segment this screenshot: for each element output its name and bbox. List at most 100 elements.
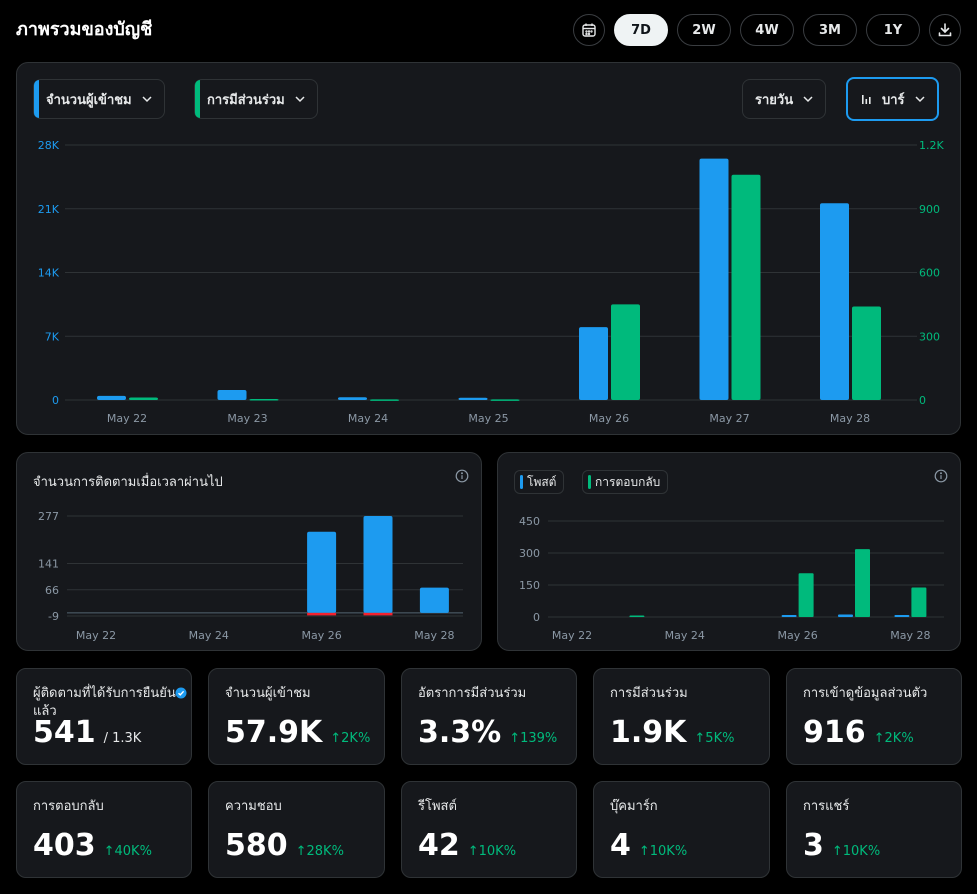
stat-label: การเข้าดูข้อมูลส่วนตัว xyxy=(803,686,928,701)
y-tick-left: 0 xyxy=(52,394,59,407)
y-tick-right: 300 xyxy=(919,330,940,343)
posts-chip[interactable]: โพสต์ xyxy=(514,470,565,494)
stat-value: 3.3% xyxy=(418,715,502,750)
y-tick-label: 300 xyxy=(519,547,540,560)
x-tick-label: May 22 xyxy=(552,629,592,642)
metric1-color-mark xyxy=(34,80,39,118)
y-tick-right: 0 xyxy=(919,394,926,407)
verified-followers-card[interactable]: ผู้ติดตามที่ได้รับการยืนยันแล้ว 541 / 1.… xyxy=(16,668,192,765)
y-tick-left: 21K xyxy=(38,203,60,216)
y-tick-left: 28K xyxy=(38,139,60,152)
metric2-color-mark xyxy=(195,80,200,118)
posts-bar xyxy=(781,615,797,617)
impressions-bar xyxy=(217,389,247,400)
followers-gained-bar xyxy=(363,516,393,613)
impressions-card[interactable]: จำนวนผู้เข้าชม 57.9K ↑2K% xyxy=(208,668,385,765)
engagement-rate-card[interactable]: อัตราการมีส่วนร่วม 3.3% ↑139% xyxy=(401,668,577,765)
engagements-bar xyxy=(731,174,761,400)
page-title: ภาพรวมของบัญชี xyxy=(16,19,153,40)
x-tick-label: May 28 xyxy=(414,629,454,642)
y-tick-left: 14K xyxy=(38,267,60,280)
range-2w-button[interactable]: 2W xyxy=(677,14,731,46)
stat-value: 4 xyxy=(610,828,631,863)
x-tick-label: May 26 xyxy=(589,412,629,425)
profile-visits-card[interactable]: การเข้าดูข้อมูลส่วนตัว 916 ↑2K% xyxy=(786,668,962,765)
info-icon[interactable] xyxy=(455,469,469,483)
stat-label: จำนวนผู้เข้าชม xyxy=(225,686,311,701)
stat-delta: ↑10K% xyxy=(467,844,517,859)
download-button[interactable] xyxy=(929,14,961,46)
posts-chip-label: โพสต์ xyxy=(527,474,557,489)
replies-bar xyxy=(798,573,814,617)
followers-over-time-panel: จำนวนการติดตามเมื่อเวลาผ่านไป -9 66 141 277… xyxy=(16,452,482,651)
y-tick-label: 141 xyxy=(38,558,59,571)
shares-card[interactable]: การแชร์ 3 ↑10K% xyxy=(786,781,962,878)
replies-chip[interactable]: การตอบกลับ xyxy=(582,470,669,494)
x-tick-label: May 22 xyxy=(107,412,147,425)
replies-bar xyxy=(855,549,870,617)
y-tick-label: 150 xyxy=(519,579,540,592)
impressions-bar xyxy=(458,397,488,400)
engagements-bar xyxy=(611,304,640,400)
range-3m-button[interactable]: 3M xyxy=(803,14,857,46)
x-tick-label: May 24 xyxy=(665,629,705,642)
posts-replies-panel: โพสต์ การตอบกลับ 0 150 300 450 May 22 May 24 M… xyxy=(497,452,961,651)
stat-total: / 1.3K xyxy=(103,731,142,746)
calendar-icon xyxy=(582,23,596,37)
posts-bar xyxy=(838,614,853,617)
interval-dropdown[interactable]: รายวัน xyxy=(742,79,827,119)
x-tick-label: May 28 xyxy=(830,412,870,425)
chart-type-dropdown[interactable]: บาร์ xyxy=(846,77,939,121)
followers-gained-bar xyxy=(419,587,449,613)
likes-card[interactable]: ความชอบ 580 ↑28K% xyxy=(208,781,385,878)
chevron-down-icon xyxy=(915,96,925,103)
y-tick-right: 600 xyxy=(919,267,940,280)
y-tick-right: 1.2K xyxy=(919,139,944,152)
followers-gained-bar xyxy=(307,531,337,613)
impressions-bar xyxy=(579,327,608,400)
stat-label: การแชร์ xyxy=(803,799,850,814)
main-bar-chart: 0 0 7K 300 14K 600 21K 900 28K 1.2K May 22 May 23 Ma… xyxy=(38,139,945,425)
engagements-card[interactable]: การมีส่วนร่วม 1.9K ↑5K% xyxy=(593,668,770,765)
main-chart-panel: จำนวนผู้เข้าชม การมีส่วนร่วม รายวัน บาร์… xyxy=(16,62,961,435)
x-tick-label: May 22 xyxy=(76,629,116,642)
y-tick-label: 277 xyxy=(38,510,59,523)
stat-delta: ↑10K% xyxy=(831,844,881,859)
calendar-button[interactable] xyxy=(573,14,605,46)
replies-card[interactable]: การตอบกลับ 403 ↑40K% xyxy=(16,781,192,878)
info-icon[interactable] xyxy=(934,469,948,483)
replies-bar xyxy=(911,587,927,617)
engagements-bar xyxy=(129,397,158,400)
chevron-down-icon xyxy=(803,96,813,103)
stat-delta: ↑2K% xyxy=(330,731,371,746)
range-4w-button[interactable]: 4W xyxy=(740,14,794,46)
posts-bar xyxy=(894,615,910,617)
stat-value: 580 xyxy=(225,828,288,863)
verified-badge-icon xyxy=(175,687,187,699)
followers-bar-chart: -9 66 141 277 May 22 May 24 May 26 May 28 xyxy=(38,510,463,642)
reposts-card[interactable]: รีโพสต์ 42 ↑10K% xyxy=(401,781,577,878)
x-tick-label: May 27 xyxy=(709,412,749,425)
stat-value: 57.9K xyxy=(225,715,323,750)
stat-value: 1.9K xyxy=(610,715,687,750)
impressions-bar xyxy=(97,395,126,400)
metric2-dropdown[interactable]: การมีส่วนร่วม xyxy=(194,79,318,119)
bookmarks-card[interactable]: บุ๊คมาร์ก 4 ↑10K% xyxy=(593,781,770,878)
x-tick-label: May 28 xyxy=(890,629,930,642)
stat-delta: ↑5K% xyxy=(694,731,735,746)
engagements-bar xyxy=(490,399,520,401)
replies-color-mark xyxy=(588,475,591,489)
y-tick-left: 7K xyxy=(45,330,60,343)
engagements-bar xyxy=(249,398,279,401)
range-1y-button[interactable]: 1Y xyxy=(866,14,920,46)
stat-delta: ↑10K% xyxy=(638,844,688,859)
engagements-bar xyxy=(852,306,881,400)
stat-value: 3 xyxy=(803,828,824,863)
metric2-label: การมีส่วนร่วม xyxy=(207,92,285,108)
range-7d-button[interactable]: 7D xyxy=(614,14,668,46)
impressions-bar xyxy=(338,397,367,400)
metric1-dropdown[interactable]: จำนวนผู้เข้าชม xyxy=(33,79,165,119)
stat-delta: ↑2K% xyxy=(873,731,914,746)
followers-lost-bar xyxy=(363,612,393,616)
x-tick-label: May 26 xyxy=(777,629,817,642)
